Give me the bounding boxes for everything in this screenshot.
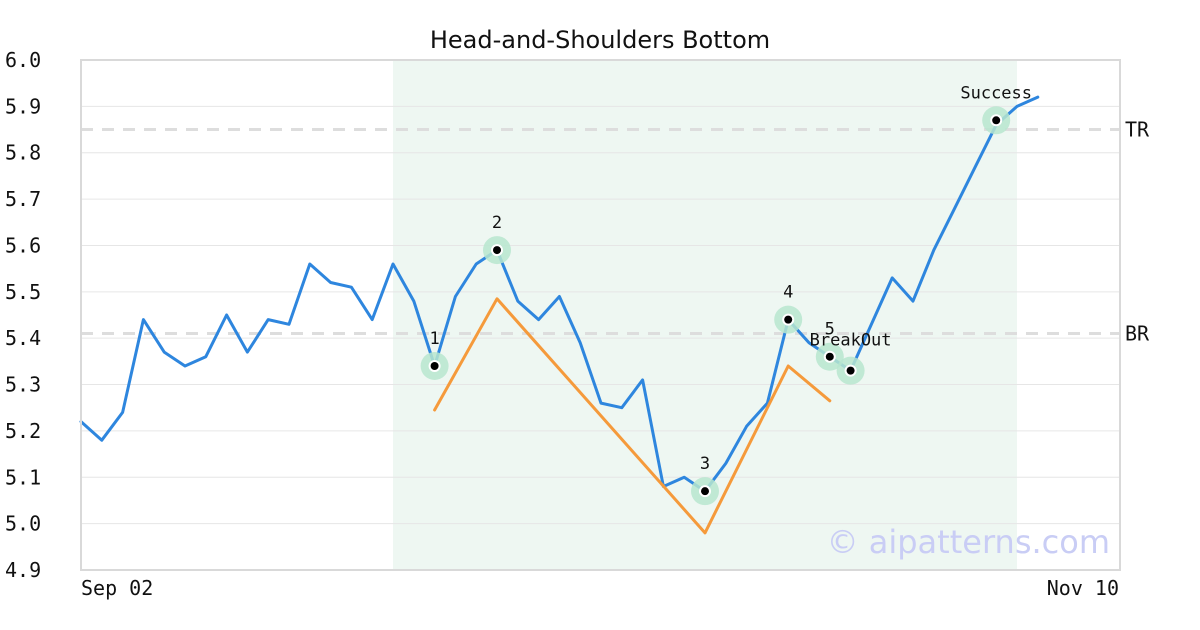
y-tick-label: 5.9 [5, 94, 41, 118]
pivot-dot [992, 116, 1001, 125]
y-tick-label: 5.2 [5, 419, 41, 443]
y-tick-label: 5.3 [5, 373, 41, 397]
pivot-dot [825, 352, 834, 361]
pivot-label: 2 [492, 213, 502, 233]
pivot-label: BreakOut [810, 331, 892, 351]
horizontal-lines: TR BR [81, 118, 1150, 346]
axes: 4.9 5.0 5.1 5.2 5.3 5.4 5.5 5.6 5.7 5.8 5.9 6.0 Sep … [5, 48, 1121, 600]
watermark: © aipatterns.com [827, 523, 1110, 561]
x-tick-label: Sep 02 [81, 576, 153, 600]
pivot-dot [430, 362, 439, 370]
pivot-dot [493, 246, 501, 255]
reference-label-tr: TR [1125, 118, 1150, 142]
pattern-line [433, 297, 832, 535]
x-tick-label: Nov 10 [1047, 576, 1119, 600]
plot-frame [80, 59, 1121, 571]
y-tick-label: 5.4 [5, 326, 41, 350]
pivot-label: 4 [783, 283, 793, 303]
y-tick-label: 5.6 [5, 233, 41, 257]
pivot-label: Success [960, 83, 1032, 103]
price-line [79, 95, 1040, 493]
y-tick-label: 5.0 [5, 512, 41, 536]
pivot-dot [846, 366, 855, 375]
y-tick-label: 6.0 [5, 48, 41, 72]
y-tick-label: 5.1 [5, 465, 41, 489]
y-tick-label: 4.9 [5, 558, 41, 582]
pivot-label: 5 [825, 320, 835, 340]
pivot-label: 1 [429, 329, 439, 349]
y-tick-label: 5.8 [5, 141, 41, 165]
y-tick-label: 5.5 [5, 280, 41, 304]
chart-title: Head-and-Shoulders Bottom [430, 26, 770, 54]
pivot-dot [784, 315, 793, 324]
series [79, 95, 1040, 535]
reference-label-br: BR [1125, 322, 1150, 346]
y-tick-label: 5.7 [5, 187, 41, 211]
pivot-label: 3 [700, 454, 710, 474]
pivot-dot [701, 487, 709, 496]
